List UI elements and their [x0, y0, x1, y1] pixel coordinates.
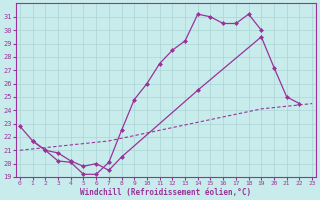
X-axis label: Windchill (Refroidissement éolien,°C): Windchill (Refroidissement éolien,°C) [80, 188, 252, 197]
